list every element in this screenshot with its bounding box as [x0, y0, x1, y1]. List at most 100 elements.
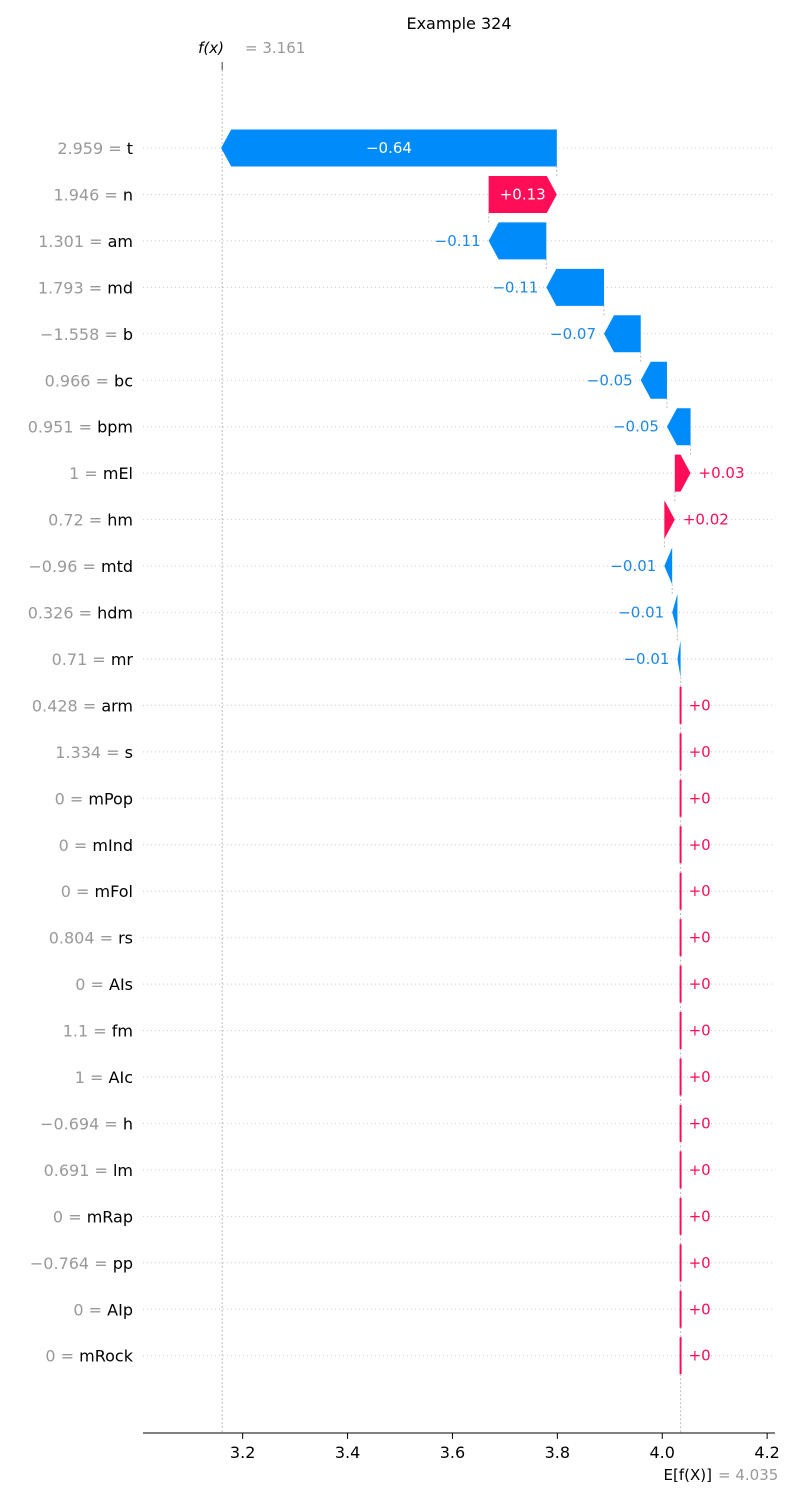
- feature-label: 1.793 = md: [38, 278, 133, 297]
- feature-value: 2.959 =: [57, 139, 126, 158]
- feature-value: 1.793 =: [38, 278, 107, 297]
- feature-label: 0.72 = hm: [48, 511, 133, 530]
- shap-value-label: +0: [689, 1254, 711, 1272]
- positive-shap-bar: [679, 826, 682, 864]
- positive-shap-bar: [679, 1290, 682, 1328]
- feature-value: 1 =: [75, 1068, 109, 1087]
- feature-value: −1.558 =: [40, 325, 123, 344]
- feature-name: rs: [118, 929, 133, 948]
- feature-name: hm: [107, 511, 133, 530]
- feature-name: b: [123, 325, 133, 344]
- shap-value-label: +0.03: [699, 464, 745, 482]
- ex-value: = 4.035: [718, 1466, 778, 1484]
- positive-shap-bar: [679, 1104, 682, 1142]
- x-tick-label: 3.6: [440, 1443, 465, 1462]
- feature-label: −0.694 = h: [40, 1114, 133, 1133]
- negative-shap-bar: [221, 129, 557, 167]
- feature-label: 0 = AIs: [75, 975, 133, 994]
- feature-label: 1 = AIc: [75, 1068, 133, 1087]
- x-tick-label: 3.8: [545, 1443, 570, 1462]
- chart-title: Example 324: [406, 14, 511, 33]
- shap-value-label: +0: [689, 1207, 711, 1225]
- feature-name: mEl: [103, 464, 133, 483]
- feature-value: 0 =: [61, 882, 95, 901]
- feature-value: 0.951 =: [28, 418, 97, 437]
- feature-name: lm: [113, 1161, 133, 1180]
- feature-label: −1.558 = b: [40, 325, 133, 344]
- shap-value-label: +0.02: [683, 511, 729, 529]
- feature-label: 0 = mInd: [59, 836, 133, 855]
- shap-value-label: +0: [689, 1161, 711, 1179]
- feature-value: 0.72 =: [48, 511, 107, 530]
- shap-value-label: +0: [689, 929, 711, 947]
- shap-value-label: −0.07: [550, 325, 596, 343]
- feature-label: 0.951 = bpm: [28, 418, 133, 437]
- feature-value: −0.764 =: [30, 1254, 113, 1273]
- feature-label: 0.428 = arm: [32, 696, 133, 715]
- row-gridlines: [143, 147, 775, 1357]
- shap-value-label: +0: [689, 1300, 711, 1318]
- feature-name: md: [107, 278, 133, 297]
- feature-label: 2.959 = t: [57, 139, 133, 158]
- feature-name: hdm: [97, 604, 133, 623]
- shap-value-label: +0: [689, 1347, 711, 1365]
- negative-shap-bar: [677, 640, 681, 678]
- feature-name: mRap: [87, 1207, 133, 1226]
- shap-value-label: −0.01: [610, 557, 656, 575]
- shap-value-label: +0: [689, 789, 711, 807]
- fx-label: f(x): [198, 39, 224, 57]
- feature-label: 0.804 = rs: [49, 929, 133, 948]
- feature-label: 1.1 = fm: [63, 1022, 133, 1041]
- feature-label: −0.96 = mtd: [28, 557, 133, 576]
- x-axis: 3.2 3.4 3.6 3.8 4.0 4.2: [143, 1432, 780, 1462]
- x-tick-label: 3.2: [230, 1443, 255, 1462]
- negative-shap-bar: [666, 408, 691, 446]
- feature-label: 1 = mEl: [69, 464, 133, 483]
- feature-label: 1.301 = am: [38, 232, 133, 251]
- feature-value: 1.301 =: [38, 232, 107, 251]
- shap-value-label: −0.01: [618, 604, 664, 622]
- shap-value-label: −0.64: [366, 139, 412, 157]
- positive-shap-bar: [679, 1012, 682, 1050]
- feature-label: 0 = AIp: [73, 1300, 133, 1319]
- feature-label: 1.334 = s: [55, 743, 133, 762]
- feature-value: 0.71 =: [52, 650, 111, 669]
- feature-name: bc: [114, 371, 133, 390]
- feature-value: 0 =: [53, 1207, 87, 1226]
- negative-shap-bar: [488, 222, 547, 260]
- shap-value-label: +0: [689, 836, 711, 854]
- shap-value-label: +0: [689, 1022, 711, 1040]
- feature-name: AIp: [107, 1300, 133, 1319]
- feature-label: 0 = mFol: [61, 882, 133, 901]
- shap-value-label: −0.01: [623, 650, 669, 668]
- feature-labels: 2.959 = t 1.946 = n 1.301 = am 1.793 = md −1…: [28, 139, 134, 1366]
- feature-name: n: [123, 185, 133, 204]
- positive-shap-bar: [679, 919, 682, 957]
- feature-name: AIs: [109, 975, 133, 994]
- negative-shap-bar: [664, 547, 673, 585]
- feature-label: 0 = mRock: [45, 1347, 133, 1366]
- feature-name: mPop: [88, 789, 133, 808]
- positive-shap-bar: [679, 733, 682, 771]
- shap-value-label: +0: [689, 1068, 711, 1086]
- shap-value-label: −0.05: [613, 418, 659, 436]
- feature-name: t: [127, 139, 133, 158]
- shap-value-label: −0.05: [587, 371, 633, 389]
- positive-shap-bar: [679, 965, 682, 1003]
- fx-value: = 3.161: [245, 39, 305, 57]
- feature-value: 0 =: [73, 1300, 107, 1319]
- positive-shap-bar: [679, 686, 682, 724]
- feature-value: −0.694 =: [40, 1114, 123, 1133]
- shap-value-label: +0.13: [500, 185, 546, 203]
- feature-value: 0.966 =: [45, 371, 114, 390]
- feature-value: 1 =: [69, 464, 103, 483]
- shap-value-label: +0: [689, 696, 711, 714]
- feature-value: 0.804 =: [49, 929, 118, 948]
- feature-label: 0.691 = lm: [44, 1161, 133, 1180]
- feature-value: 0.326 =: [28, 604, 97, 623]
- feature-label: −0.764 = pp: [30, 1254, 133, 1273]
- positive-shap-bar: [679, 779, 682, 817]
- feature-value: 0 =: [75, 975, 109, 994]
- shap-value-label: −0.11: [492, 278, 538, 296]
